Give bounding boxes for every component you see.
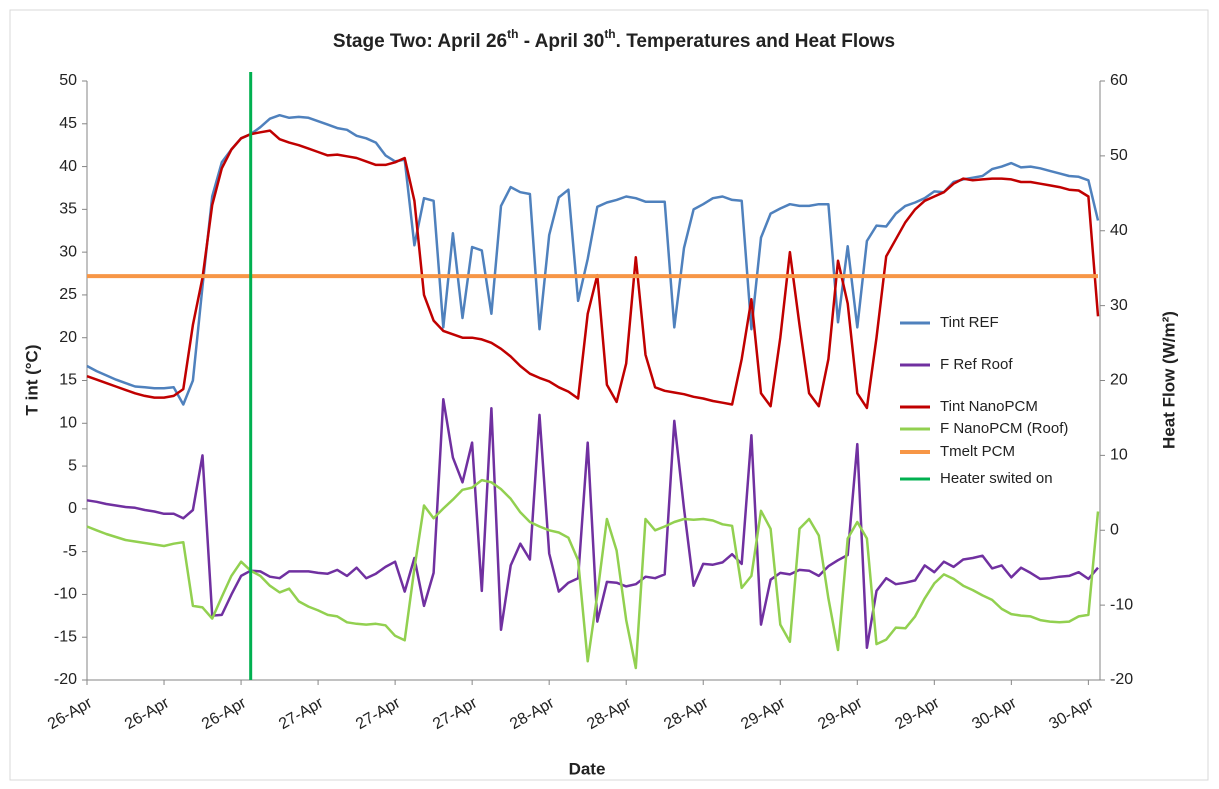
- y-tick-label: -20: [54, 671, 77, 688]
- y-tick-label: 40: [59, 158, 77, 175]
- y-tick-label: 0: [68, 500, 77, 517]
- y2-tick-label: 30: [1110, 297, 1128, 314]
- y2-tick-label: 60: [1110, 72, 1128, 89]
- legend-label: Tint NanoPCM: [940, 398, 1038, 415]
- x-axis-label: Date: [569, 759, 606, 778]
- legend-label: Heater swited on: [940, 470, 1053, 487]
- y2-axis-label: Heat Flow (W/m²): [1159, 311, 1178, 449]
- title-part: th: [507, 27, 518, 41]
- y2-tick-label: 10: [1110, 447, 1128, 464]
- y2-tick-label: 20: [1110, 372, 1128, 389]
- legend-label: Tint REF: [940, 314, 999, 331]
- y-axis-label: T int (°C): [22, 345, 41, 416]
- y2-tick-label: 40: [1110, 222, 1128, 239]
- series-line: [86, 113, 1100, 406]
- y-tick-label: 25: [59, 286, 77, 303]
- title-part: - April 30: [518, 31, 604, 52]
- y-tick-label: 50: [59, 72, 77, 89]
- y-tick-label: 10: [59, 415, 77, 432]
- y-tick-label: -10: [54, 586, 77, 603]
- y2-tick-label: 0: [1110, 521, 1119, 538]
- title-part: th: [604, 27, 615, 41]
- y-tick-label: 5: [68, 457, 77, 474]
- legend-label: Tmelt PCM: [940, 443, 1015, 460]
- y-tick-label: -15: [54, 628, 77, 645]
- y2-tick-label: 50: [1110, 147, 1128, 164]
- legend-label: F NanoPCM (Roof): [940, 420, 1068, 437]
- y2-tick-label: -10: [1110, 596, 1133, 613]
- y-tick-label: 35: [59, 201, 77, 218]
- title-part: Stage Two: April 26: [333, 31, 507, 52]
- y2-tick-label: -20: [1110, 671, 1133, 688]
- y-tick-label: -5: [63, 543, 77, 560]
- title-part: . Temperatures and Heat Flows: [616, 31, 895, 52]
- series-line: [86, 478, 1100, 670]
- chart-frame: [9, 9, 1209, 781]
- y-tick-label: 15: [59, 372, 77, 389]
- y-tick-label: 45: [59, 115, 77, 132]
- series-line: [86, 129, 1100, 410]
- chart-title: Stage Two: April 26th - April 30th. Temp…: [333, 27, 895, 52]
- y-tick-label: 20: [59, 329, 77, 346]
- series-line: [86, 397, 1099, 650]
- legend-label: F Ref Roof: [940, 356, 1013, 373]
- y-tick-label: 30: [59, 243, 77, 260]
